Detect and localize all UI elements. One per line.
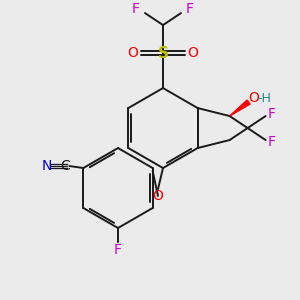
Text: O: O	[128, 46, 138, 60]
Text: N: N	[41, 159, 52, 173]
Text: O: O	[248, 91, 259, 105]
Text: F: F	[268, 135, 276, 149]
Text: S: S	[158, 46, 169, 61]
Text: O: O	[188, 46, 198, 60]
Polygon shape	[230, 100, 250, 116]
Text: F: F	[268, 107, 276, 121]
Text: F: F	[114, 243, 122, 257]
Text: F: F	[132, 2, 140, 16]
Text: -H: -H	[258, 92, 272, 104]
Text: C: C	[61, 159, 70, 173]
Text: F: F	[186, 2, 194, 16]
Text: O: O	[153, 189, 164, 203]
